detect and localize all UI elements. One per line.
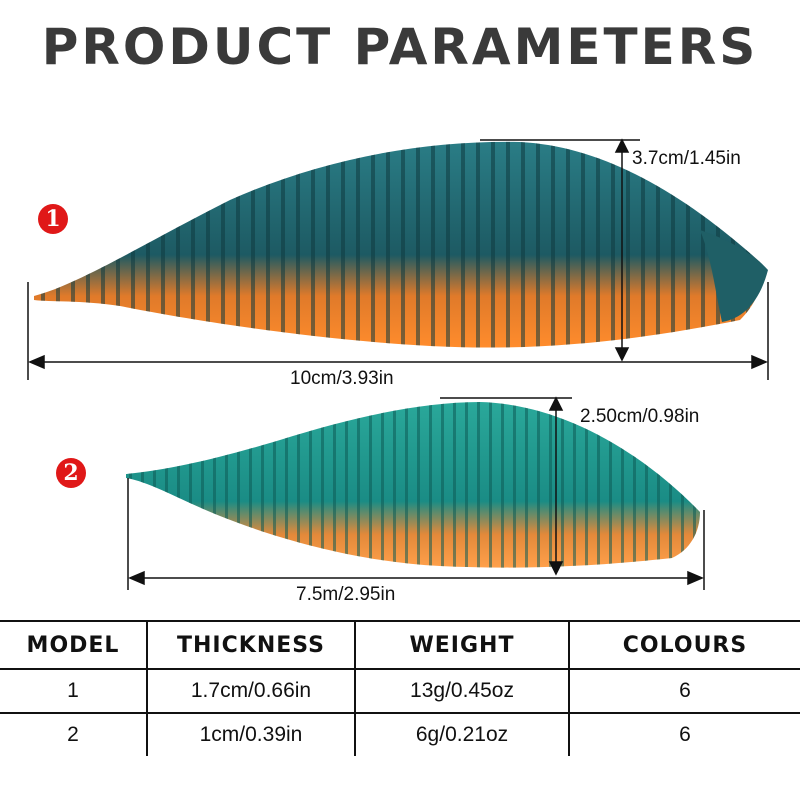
- weight-cell: 13g/0.45oz: [354, 668, 570, 714]
- lure-2-height-label: 2.50cm/0.98in: [580, 406, 700, 427]
- model-1-badge: 1: [38, 204, 68, 234]
- lure-2-length-label: 7.5m/2.95in: [296, 584, 396, 605]
- column-header-model: MODEL: [0, 620, 148, 670]
- table-row: 2 1cm/0.39in 6g/0.21oz 6: [0, 712, 800, 756]
- weight-cell: 6g/0.21oz: [354, 712, 570, 756]
- column-header-weight: WEIGHT: [354, 620, 570, 670]
- thickness-cell: 1cm/0.39in: [146, 712, 356, 756]
- parameters-table: MODEL THICKNESS WEIGHT COLOURS 1 1.7cm/0…: [0, 620, 800, 756]
- lure-1-dimensions: [27, 138, 769, 380]
- column-header-colours: COLOURS: [568, 620, 800, 670]
- model-cell: 1: [0, 668, 148, 714]
- lure-1-height-label: 3.7cm/1.45in: [632, 148, 741, 169]
- colours-cell: 6: [568, 712, 800, 756]
- table-row: 1 1.7cm/0.66in 13g/0.45oz 6: [0, 668, 800, 714]
- model-2-badge: 2: [56, 458, 86, 488]
- product-illustration: [27, 138, 769, 590]
- page-title: PRODUCT PARAMETERS: [41, 18, 759, 76]
- colours-cell: 6: [568, 668, 800, 714]
- lure-1-length-label: 10cm/3.93in: [290, 368, 394, 389]
- column-header-thickness: THICKNESS: [146, 620, 356, 670]
- lure-2-dimensions: [127, 396, 705, 590]
- lure-1-image: [34, 141, 768, 348]
- model-cell: 2: [0, 712, 148, 756]
- table-header-row: MODEL THICKNESS WEIGHT COLOURS: [0, 620, 800, 670]
- thickness-cell: 1.7cm/0.66in: [146, 668, 356, 714]
